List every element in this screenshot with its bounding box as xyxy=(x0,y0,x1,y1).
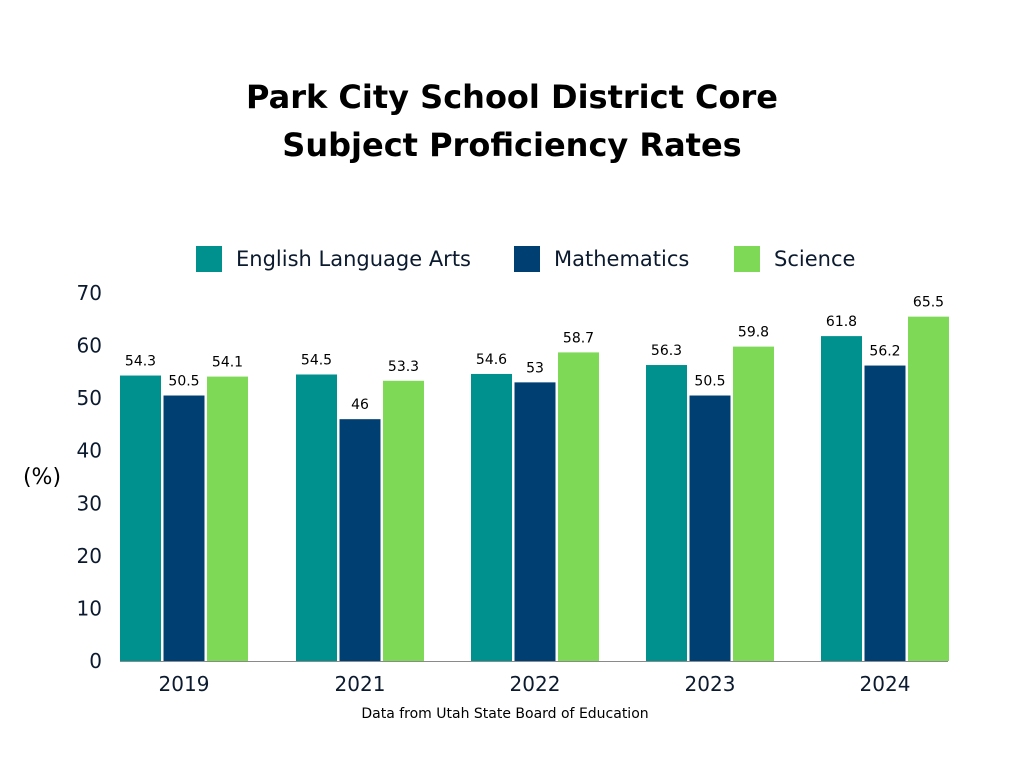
y-tick-label-60: 60 xyxy=(77,334,102,358)
legend-item-english-language-arts: English Language Arts xyxy=(196,244,471,274)
bar-science-2024 xyxy=(908,316,949,661)
source-note: Data from Utah State Board of Education xyxy=(361,706,649,722)
data-label-science-2021: 53.3 xyxy=(388,359,419,375)
bar-science-2022 xyxy=(558,352,599,661)
y-tick-label-0: 0 xyxy=(89,649,102,673)
bar-mathematics-2021 xyxy=(339,419,381,661)
data-label-mathematics-2021: 46 xyxy=(351,397,369,413)
bar-mathematics-2024 xyxy=(864,365,906,661)
data-label-science-2019: 54.1 xyxy=(212,355,243,371)
chart-title-line-1: Park City School District Core xyxy=(246,78,778,116)
data-label-science-2023: 59.8 xyxy=(738,325,769,341)
legend-swatch-english-language-arts xyxy=(196,246,222,272)
legend-label-mathematics: Mathematics xyxy=(554,247,690,271)
legend-swatch-mathematics xyxy=(514,246,540,272)
y-tick-label-40: 40 xyxy=(77,439,102,463)
x-tick-label-2023: 2023 xyxy=(685,672,736,696)
y-tick-label-20: 20 xyxy=(77,544,102,568)
bar-english-language-arts-2022 xyxy=(471,373,512,661)
bar-science-2021 xyxy=(383,380,424,661)
bar-mathematics-2023 xyxy=(689,395,731,661)
data-label-mathematics-2023: 50.5 xyxy=(694,374,725,390)
x-tick-label-2024: 2024 xyxy=(860,672,911,696)
legend-label-english-language-arts: English Language Arts xyxy=(236,247,471,271)
legend-item-mathematics: Mathematics xyxy=(514,244,689,274)
x-tick-label-2022: 2022 xyxy=(510,672,561,696)
data-label-english-language-arts-2021: 54.5 xyxy=(301,352,332,368)
bar-science-2019 xyxy=(207,376,248,661)
bar-english-language-arts-2021 xyxy=(296,374,337,661)
y-axis-label: (%) xyxy=(23,465,61,490)
x-tick-label-2021: 2021 xyxy=(335,672,386,696)
data-label-mathematics-2024: 56.2 xyxy=(869,344,900,360)
legend-swatch-science xyxy=(734,246,760,272)
bar-english-language-arts-2019 xyxy=(120,375,161,661)
y-tick-label-30: 30 xyxy=(77,491,102,515)
bar-mathematics-2019 xyxy=(163,395,205,661)
data-label-science-2022: 58.7 xyxy=(563,330,594,346)
legend-label-science: Science xyxy=(774,247,856,271)
data-label-mathematics-2022: 53 xyxy=(526,360,544,376)
bar-science-2023 xyxy=(733,346,774,661)
data-label-english-language-arts-2019: 54.3 xyxy=(125,354,156,370)
x-tick-label-2019: 2019 xyxy=(159,672,210,696)
chart-title-line-2: Subject Proficiency Rates xyxy=(282,126,742,164)
chart-legend: English Language Arts Mathematics Scienc… xyxy=(0,244,1024,274)
data-label-english-language-arts-2022: 54.6 xyxy=(476,352,507,368)
y-tick-label-70: 70 xyxy=(77,281,102,305)
data-label-english-language-arts-2023: 56.3 xyxy=(651,343,682,359)
bar-mathematics-2022 xyxy=(514,382,556,661)
y-tick-label-50: 50 xyxy=(77,386,102,410)
bar-english-language-arts-2024 xyxy=(821,336,862,661)
data-label-mathematics-2019: 50.5 xyxy=(168,374,199,390)
data-label-english-language-arts-2024: 61.8 xyxy=(826,314,857,330)
legend-item-science: Science xyxy=(734,244,855,274)
bar-english-language-arts-2023 xyxy=(646,365,687,661)
y-tick-label-10: 10 xyxy=(77,596,102,620)
data-label-science-2024: 65.5 xyxy=(913,295,944,311)
